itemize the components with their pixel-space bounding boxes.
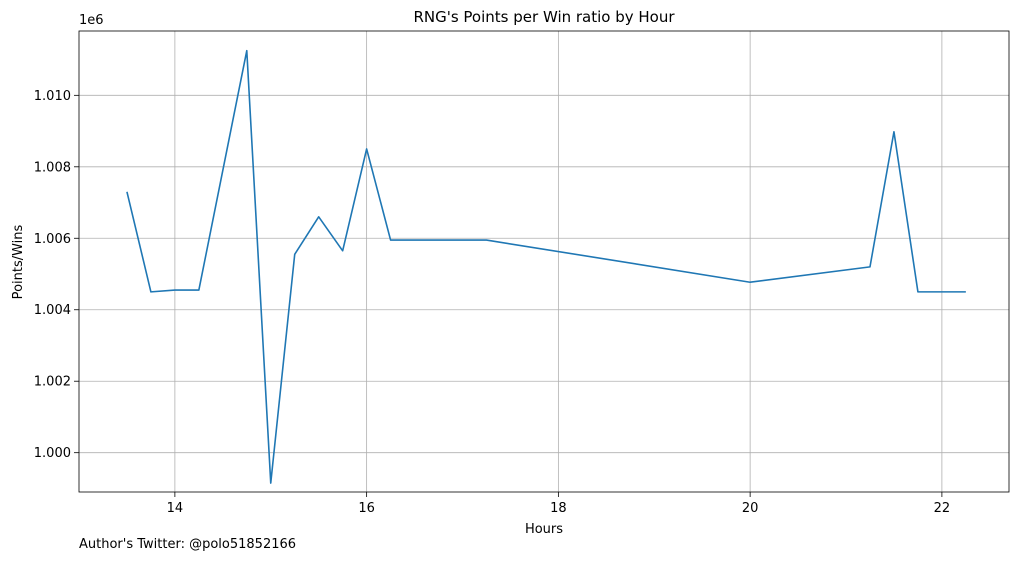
y-axis-title: Points/Wins: [11, 224, 26, 299]
y-axis-ticks: 1.000 1.002 1.004 1.006 1.008 1.010: [34, 89, 79, 461]
x-tick-label: 16: [358, 501, 375, 516]
y-tick-label: 1.002: [34, 375, 71, 390]
series-layer: [126, 49, 966, 484]
x-axis-ticks: 14 16 18 20 22: [167, 492, 951, 516]
x-tick-label: 22: [934, 501, 951, 516]
author-credit: Author's Twitter: @polo51852166: [79, 537, 297, 552]
plot-frame: [78, 30, 1010, 493]
y-tick-label: 1.000: [34, 446, 71, 461]
grid: [79, 31, 1009, 492]
y-tick-label: 1.006: [34, 232, 71, 247]
x-tick-label: 18: [550, 501, 567, 516]
y-offset-label: 1e6: [79, 13, 104, 28]
y-tick-label: 1.010: [34, 89, 71, 104]
series-line: [126, 49, 966, 484]
y-tick-label: 1.008: [34, 160, 71, 175]
chart-title: RNG's Points per Win ratio by Hour: [413, 8, 675, 26]
x-axis-title: Hours: [525, 522, 563, 537]
x-tick-label: 20: [742, 501, 759, 516]
x-tick-label: 14: [167, 501, 184, 516]
y-tick-label: 1.004: [34, 303, 71, 318]
